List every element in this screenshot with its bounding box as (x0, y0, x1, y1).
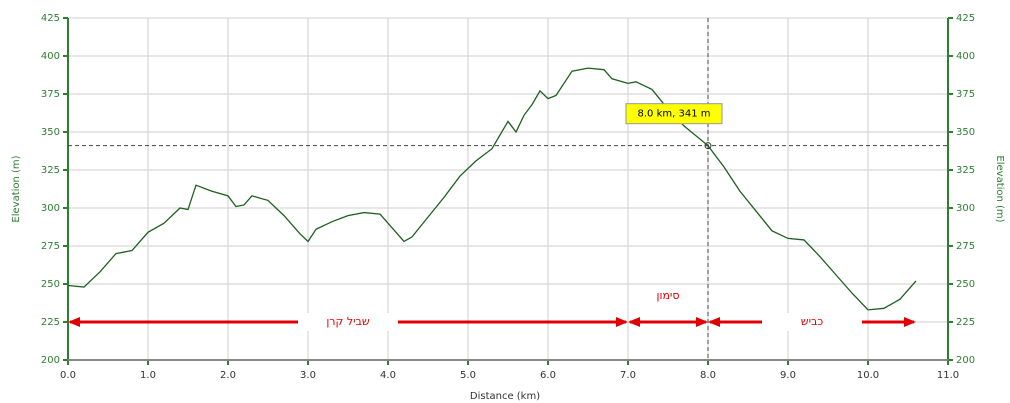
arrow-head (616, 317, 628, 327)
x-tick-label: 4.0 (380, 370, 396, 381)
segment-label: סימון (656, 289, 679, 302)
y2-tick-label: 300 (956, 203, 975, 214)
y-axis-title: Elevation (m) (11, 155, 22, 222)
y-tick-label: 325 (41, 165, 60, 176)
y-tick-label: 425 (41, 13, 60, 24)
y-tick-label: 375 (41, 89, 60, 100)
y-tick-label: 200 (41, 355, 60, 366)
y2-tick-label: 250 (956, 279, 975, 290)
y-tick-label: 400 (41, 51, 60, 62)
segment-label: כביש (801, 315, 824, 328)
y2-tick-label: 200 (956, 355, 975, 366)
arrow-head (696, 317, 708, 327)
x-tick-label: 7.0 (620, 370, 636, 381)
x-tick-label: 3.0 (300, 370, 316, 381)
y-tick-label: 350 (41, 127, 60, 138)
y2-tick-label: 275 (956, 241, 975, 252)
x-tick-label: 8.0 (700, 370, 716, 381)
y2-tick-label: 325 (956, 165, 975, 176)
elevation-line (67, 67, 917, 311)
arrow-head (904, 317, 916, 327)
arrow-head (628, 317, 640, 327)
x-tick-label: 6.0 (540, 370, 556, 381)
tooltip-label: 8.0 km, 341 m (638, 109, 711, 120)
x-tick-label: 5.0 (460, 370, 476, 381)
y2-tick-label: 225 (956, 317, 975, 328)
x-tick-label: 10.0 (857, 370, 879, 381)
x-axis-title: Distance (km) (470, 391, 540, 402)
segment-label: שביל קרן (326, 315, 370, 328)
segment-label-bg (298, 313, 398, 331)
arrow-head (708, 317, 720, 327)
y2-tick-label: 425 (956, 13, 975, 24)
x-tick-label: 9.0 (780, 370, 796, 381)
x-tick-label: 1.0 (140, 370, 156, 381)
arrow-head (68, 317, 80, 327)
y2-axis-title: Elevation (m) (994, 155, 1005, 222)
y2-tick-label: 350 (956, 127, 975, 138)
y-tick-label: 250 (41, 279, 60, 290)
x-tick-label: 0.0 (60, 370, 76, 381)
tooltip-box (625, 103, 723, 125)
segment-label-bg (762, 313, 862, 331)
y2-tick-label: 400 (956, 51, 975, 62)
x-tick-label: 11.0 (937, 370, 959, 381)
y-tick-label: 300 (41, 203, 60, 214)
y-tick-label: 225 (41, 317, 60, 328)
y2-tick-label: 375 (956, 89, 975, 100)
y-tick-label: 275 (41, 241, 60, 252)
cursor-point (704, 142, 712, 150)
x-tick-label: 2.0 (220, 370, 236, 381)
